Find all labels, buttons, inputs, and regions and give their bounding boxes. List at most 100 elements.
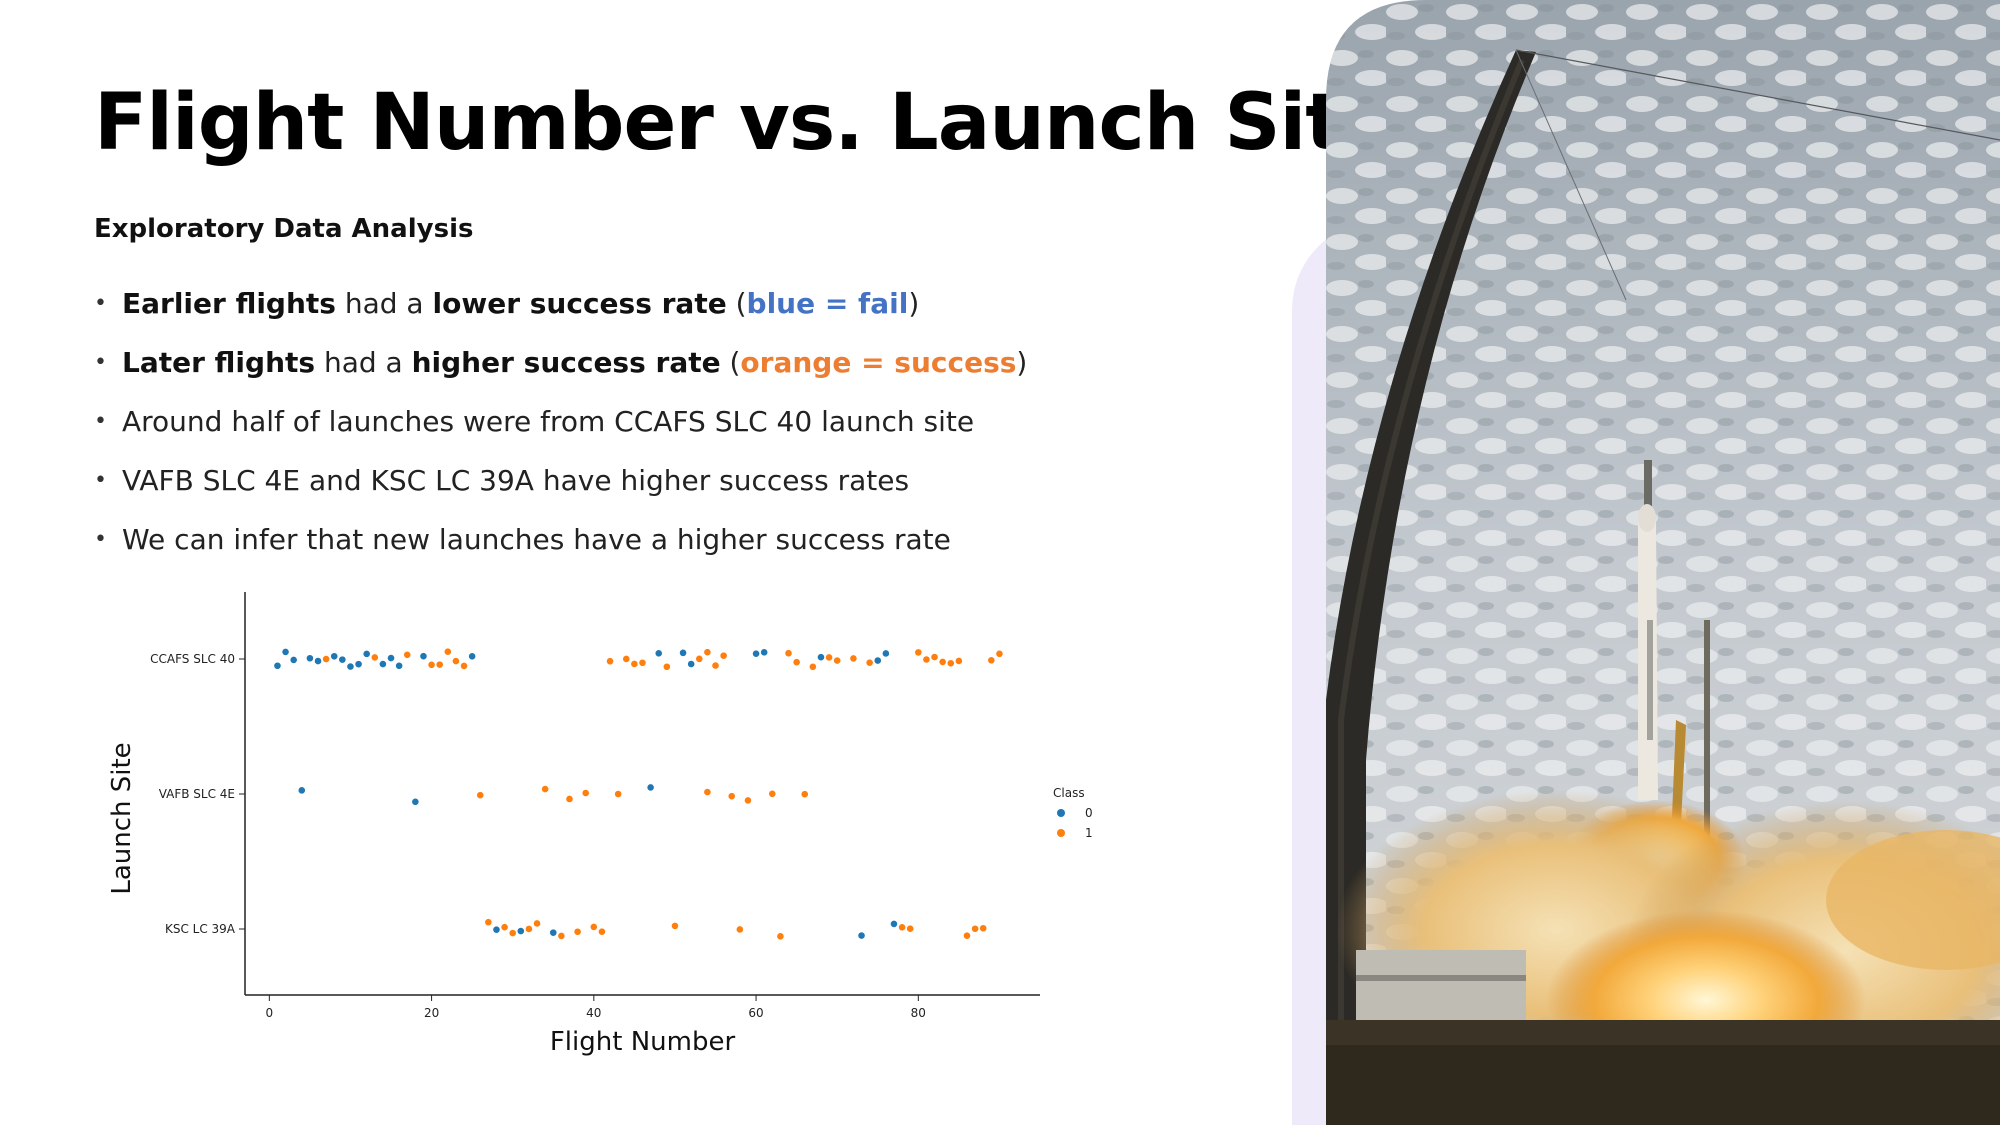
bullet-text-part: Earlier flights bbox=[122, 287, 336, 320]
bullet-dot-icon: • bbox=[94, 527, 107, 552]
data-point-success bbox=[614, 790, 623, 798]
data-point-success bbox=[533, 919, 541, 928]
data-point-fail bbox=[817, 653, 825, 662]
data-point-success bbox=[403, 650, 412, 659]
data-point-success bbox=[954, 657, 963, 665]
bullet-text-part: VAFB SLC 4E and KSC LC 39A have higher s… bbox=[122, 464, 910, 497]
data-point-fail bbox=[305, 654, 314, 663]
data-point-success bbox=[963, 931, 971, 940]
bullet-text-part: had a bbox=[315, 346, 412, 379]
data-point-success bbox=[703, 648, 712, 657]
data-point-fail bbox=[338, 655, 347, 664]
data-point-success bbox=[638, 658, 647, 667]
y-tick-label: VAFB SLC 4E bbox=[159, 787, 235, 801]
data-point-success bbox=[427, 660, 436, 669]
data-point-fail bbox=[354, 660, 363, 669]
bullet-text-part: ( bbox=[720, 346, 741, 379]
data-point-fail bbox=[873, 656, 882, 665]
rocket-launch-photo bbox=[1326, 0, 2000, 1125]
data-point-success bbox=[541, 785, 550, 793]
data-point-success bbox=[744, 796, 752, 805]
data-point-success bbox=[557, 932, 566, 940]
data-point-fail bbox=[346, 662, 355, 671]
data-point-success bbox=[606, 657, 614, 666]
bullet-text-part: had a bbox=[335, 287, 433, 320]
data-point-success bbox=[630, 660, 639, 668]
data-point-success bbox=[971, 924, 980, 933]
data-point-success bbox=[589, 922, 598, 931]
data-point-success bbox=[573, 927, 582, 936]
y-tick-label: CCAFS SLC 40 bbox=[150, 652, 235, 666]
x-axis-label: Flight Number bbox=[550, 1027, 736, 1057]
slide-title: Flight Number vs. Launch Site bbox=[94, 78, 1394, 168]
x-tick-label: 0 bbox=[266, 1006, 274, 1020]
data-point-success bbox=[435, 660, 444, 669]
data-point-success bbox=[800, 790, 809, 799]
data-point-fail bbox=[314, 657, 322, 665]
data-point-fail bbox=[549, 928, 558, 937]
data-point-fail bbox=[297, 786, 306, 795]
data-point-success bbox=[703, 788, 712, 796]
bullet-text-part: ) bbox=[908, 287, 920, 320]
data-point-fail bbox=[890, 920, 898, 928]
data-point-success bbox=[322, 655, 331, 663]
bullet-dot-icon: • bbox=[94, 350, 107, 375]
data-point-fail bbox=[881, 649, 890, 658]
data-point-success bbox=[987, 656, 996, 665]
data-point-success bbox=[711, 661, 720, 670]
bullet-list: • Earlier flights had a lower success rat… bbox=[94, 280, 1027, 575]
data-point-success bbox=[825, 653, 833, 662]
data-point-fail bbox=[330, 652, 339, 661]
x-tick-label: 80 bbox=[911, 1006, 926, 1020]
data-point-fail bbox=[379, 660, 387, 668]
data-point-success bbox=[500, 923, 509, 932]
bullet-text-part: Around half of launches were from CCAFS … bbox=[122, 405, 975, 438]
data-point-success bbox=[833, 656, 842, 665]
data-point-success bbox=[922, 655, 931, 664]
data-point-fail bbox=[654, 649, 663, 658]
bullet-text-part: We can infer that new launches have a hi… bbox=[122, 523, 951, 556]
bullet-text-part: lower success rate bbox=[432, 287, 727, 320]
bullet-dot-icon: • bbox=[94, 409, 107, 434]
bullet-item: • We can infer that new launches have a h… bbox=[94, 516, 1027, 575]
flight-number-vs-launch-site-chart: 0 20 40 60 80 CCAFS SLC 40 VAFB SLC 4E KSC LC 3… bbox=[107, 592, 1093, 1057]
bullet-text-part: Later flights bbox=[122, 346, 316, 379]
data-point-success bbox=[370, 653, 379, 662]
data-point-success bbox=[930, 653, 939, 661]
legend-label: 0 bbox=[1085, 806, 1093, 820]
data-point-success bbox=[914, 648, 923, 657]
bullet-text-part: blue = fail bbox=[746, 287, 909, 320]
legend-marker-fail bbox=[1057, 809, 1065, 817]
data-point-success bbox=[525, 925, 533, 933]
data-point-success bbox=[443, 647, 452, 656]
data-point-success bbox=[581, 789, 590, 797]
data-point-success bbox=[484, 918, 493, 927]
data-point-success bbox=[898, 923, 906, 932]
data-point-fail bbox=[468, 652, 477, 661]
data-point-success bbox=[938, 658, 947, 666]
data-point-success bbox=[906, 924, 915, 933]
data-point-success bbox=[695, 654, 704, 663]
legend-title: Class bbox=[1053, 786, 1085, 800]
data-point-success bbox=[622, 655, 631, 663]
data-point-success bbox=[784, 649, 793, 658]
bullet-item: • Earlier flights had a lower success rat… bbox=[94, 280, 1027, 339]
data-point-fail bbox=[687, 660, 696, 668]
data-point-fail bbox=[646, 783, 655, 792]
x-tick-label: 20 bbox=[424, 1006, 439, 1020]
data-point-success bbox=[508, 929, 517, 937]
data-point-fail bbox=[411, 797, 420, 806]
data-point-fail bbox=[679, 648, 687, 657]
data-point-fail bbox=[419, 652, 428, 661]
data-point-fail bbox=[362, 649, 371, 658]
data-point-success bbox=[598, 927, 606, 936]
data-point-success bbox=[995, 649, 1004, 658]
data-point-success bbox=[849, 654, 858, 663]
data-point-fail bbox=[760, 648, 769, 657]
data-point-success bbox=[719, 651, 728, 660]
legend-label: 1 bbox=[1085, 826, 1093, 840]
x-tick-label: 40 bbox=[586, 1006, 601, 1020]
data-point-success bbox=[735, 925, 744, 934]
data-point-success bbox=[452, 657, 460, 665]
bullet-text-part: orange = success bbox=[740, 346, 1017, 379]
